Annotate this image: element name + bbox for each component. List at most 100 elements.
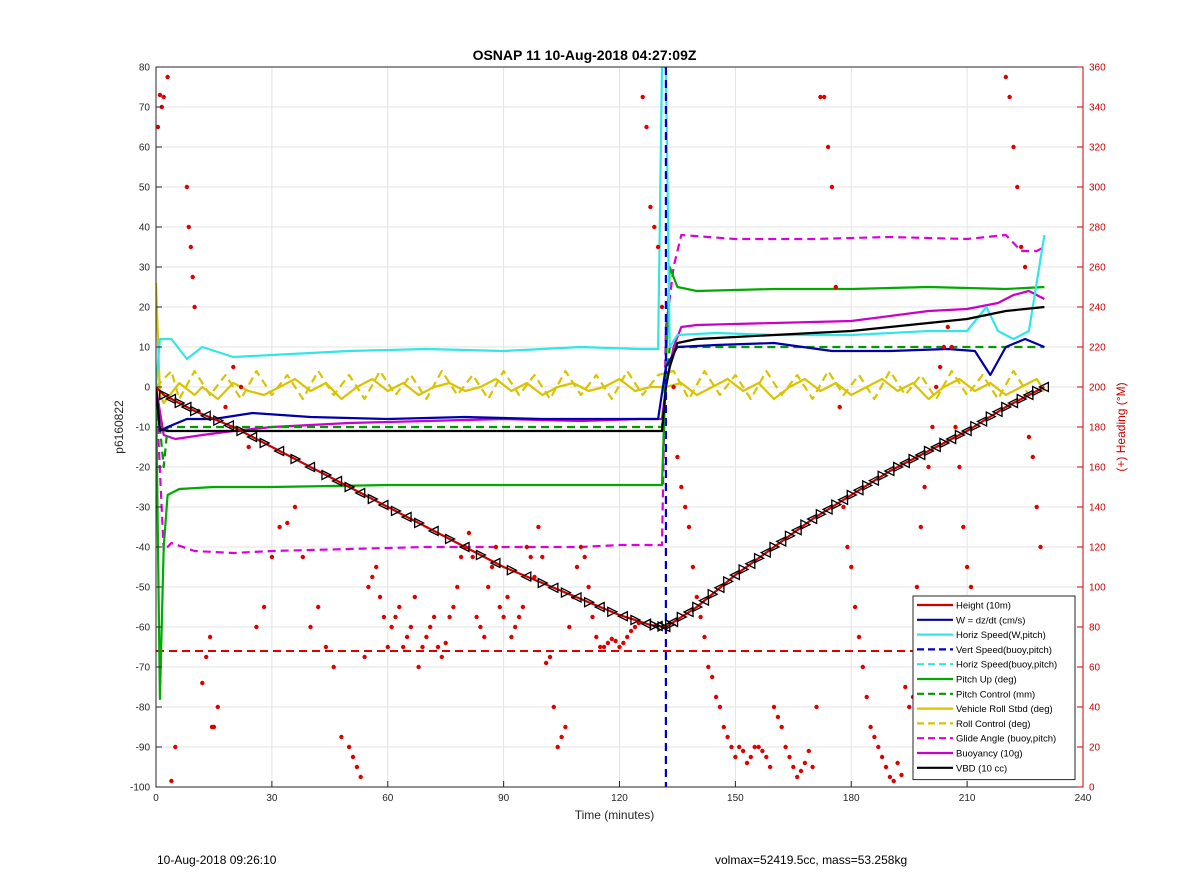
heading-point xyxy=(1022,264,1028,270)
x-tick-label: 60 xyxy=(382,793,394,804)
heading-point xyxy=(740,748,746,754)
triangle-marker xyxy=(354,487,366,499)
y2-tick-label: 100 xyxy=(1089,583,1106,594)
y2-tick-label: 180 xyxy=(1089,423,1106,434)
y2-tick-label: 340 xyxy=(1089,103,1106,114)
heading-point xyxy=(806,748,811,754)
heading-point xyxy=(883,764,889,770)
y-tick-label: -70 xyxy=(136,663,151,674)
heading-point xyxy=(791,764,796,770)
triangle-marker xyxy=(377,499,389,511)
heading-point xyxy=(339,734,344,740)
heading-point xyxy=(961,524,966,530)
footer-timestamp: 10-Aug-2018 09:26:10 xyxy=(157,853,277,867)
y2-tick-label: 320 xyxy=(1089,143,1106,154)
heading-point xyxy=(876,744,881,750)
heading-point xyxy=(300,554,305,560)
heading-point xyxy=(1011,144,1016,150)
heading-point xyxy=(184,184,190,190)
heading-point xyxy=(891,778,896,784)
heading-point xyxy=(887,774,893,780)
heading-point xyxy=(559,734,564,740)
y-tick-label: 20 xyxy=(139,303,151,314)
heading-point xyxy=(1007,94,1012,100)
heading-point xyxy=(613,638,618,644)
heading-point xyxy=(156,124,161,130)
heading-point xyxy=(733,754,738,760)
heading-point xyxy=(161,94,166,100)
heading-point xyxy=(478,624,483,630)
heading-point xyxy=(783,744,788,750)
heading-point xyxy=(516,614,522,620)
x-tick-label: 210 xyxy=(959,793,976,804)
triangle-marker xyxy=(784,530,796,542)
heading-point xyxy=(964,564,970,570)
heading-point xyxy=(377,594,383,600)
triangle-marker xyxy=(892,461,905,473)
triangle-marker xyxy=(744,558,756,570)
heading-point xyxy=(690,564,696,570)
triangle-marker xyxy=(1001,401,1013,413)
heading-point xyxy=(771,704,777,710)
triangle-marker xyxy=(570,591,582,603)
triangle-marker xyxy=(400,511,412,523)
legend-label: Vert Speed(buoy,pitch) xyxy=(956,645,1052,656)
heading-point xyxy=(555,744,560,750)
heading-point xyxy=(192,304,197,310)
heading-point xyxy=(710,674,715,680)
heading-point xyxy=(186,224,191,230)
legend-label: Pitch Up (deg) xyxy=(956,675,1017,686)
legend-box xyxy=(912,595,1076,781)
heading-point xyxy=(1015,184,1020,190)
heading-point xyxy=(775,714,781,720)
heading-point xyxy=(625,634,630,640)
heading-point xyxy=(845,544,850,550)
heading-point xyxy=(907,704,912,710)
triangle-marker xyxy=(213,415,225,427)
heading-point xyxy=(941,344,947,350)
y-tick-label: 60 xyxy=(139,143,151,154)
legend-label: W = dz/dt (cm/s) xyxy=(956,615,1025,626)
triangle-marker xyxy=(236,425,248,437)
triangle-marker xyxy=(390,505,402,517)
heading-point xyxy=(868,724,873,730)
triangle-marker xyxy=(1037,381,1050,393)
triangle-marker xyxy=(713,582,725,594)
heading-point xyxy=(277,524,282,530)
triangle-marker xyxy=(259,437,271,449)
triangle-marker xyxy=(1016,393,1028,405)
heading-point xyxy=(165,74,170,80)
heading-point xyxy=(435,644,441,650)
heading-point xyxy=(520,604,526,610)
triangle-marker xyxy=(790,524,802,536)
heading-point xyxy=(914,584,920,590)
y-tick-label: 0 xyxy=(144,383,150,394)
heading-point xyxy=(381,614,387,620)
heading-point xyxy=(601,644,607,650)
y2-tick-label: 140 xyxy=(1089,503,1106,514)
heading-point xyxy=(366,584,371,590)
heading-point xyxy=(698,614,703,620)
heading-point xyxy=(822,94,827,100)
heading-point xyxy=(408,624,414,630)
series-layer xyxy=(156,67,1046,787)
heading-point xyxy=(895,760,900,766)
heading-point xyxy=(346,744,352,750)
series-line xyxy=(156,67,1046,388)
y2-tick-label: 240 xyxy=(1089,303,1106,314)
heading-point xyxy=(764,754,769,760)
heading-point xyxy=(586,584,591,590)
heading-point xyxy=(474,614,479,620)
heading-point xyxy=(563,724,568,730)
heading-point xyxy=(632,624,638,630)
heading-point xyxy=(686,524,692,530)
heading-point xyxy=(795,774,800,780)
triangle-marker xyxy=(593,601,605,613)
y-tick-label: -60 xyxy=(136,623,151,634)
heading-point xyxy=(918,524,923,530)
heading-point xyxy=(370,574,375,580)
heading-point xyxy=(648,204,653,210)
triangle-marker xyxy=(489,557,501,569)
heading-point xyxy=(374,564,379,570)
heading-point xyxy=(393,614,398,620)
